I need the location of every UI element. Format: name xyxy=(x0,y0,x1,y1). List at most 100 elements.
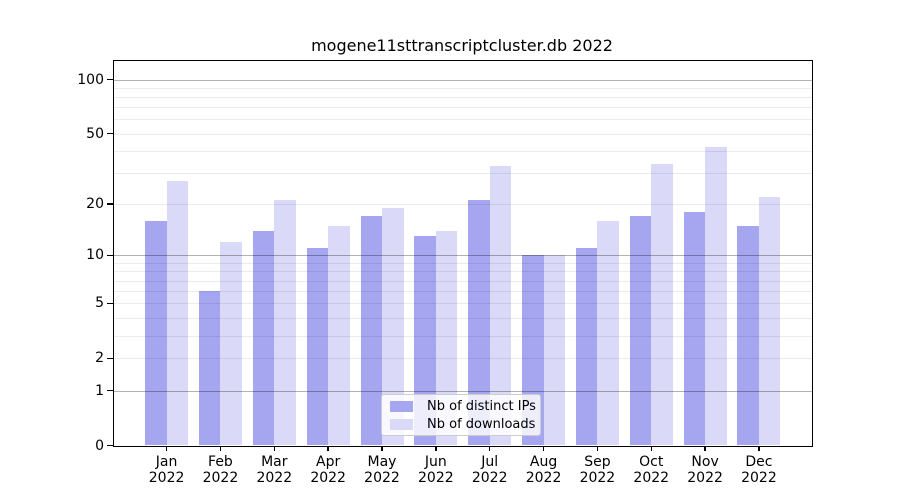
bar-downloads xyxy=(543,255,566,446)
x-axis-label: Nov 2022 xyxy=(675,454,735,487)
x-axis-label: Jun 2022 xyxy=(406,454,466,487)
y-axis-tick-label: 2 xyxy=(95,350,104,367)
bar-downloads xyxy=(328,225,350,446)
bar-distinct-ips xyxy=(145,220,167,446)
y-axis-tick-label: 20 xyxy=(86,196,104,213)
x-axis-label: Jan 2022 xyxy=(137,454,197,487)
x-axis-tick-mark xyxy=(165,445,168,451)
y-axis-tick-label: 1 xyxy=(95,382,104,399)
x-axis-label-month: Dec xyxy=(745,453,773,470)
y-axis-tick-label: 100 xyxy=(77,71,104,88)
gridline-minor xyxy=(114,173,812,175)
legend-item: Nb of distinct IPs xyxy=(386,399,536,414)
gridline-minor xyxy=(114,107,812,109)
x-axis-tick-mark xyxy=(381,445,383,451)
y-axis-tick-mark xyxy=(107,357,114,360)
bar-distinct-ips xyxy=(252,230,275,446)
gridline-minor xyxy=(114,133,812,135)
bar-downloads xyxy=(274,200,296,446)
y-axis-tick-mark xyxy=(107,203,114,205)
gridline-minor xyxy=(114,119,812,121)
bar-downloads xyxy=(705,147,727,446)
x-axis-label-month: Jul xyxy=(481,453,499,470)
bar-distinct-ips xyxy=(198,291,221,446)
gridline-minor xyxy=(114,262,812,264)
legend-item: Nb of downloads xyxy=(386,417,536,432)
gridline-minor xyxy=(114,335,812,337)
x-axis-label-year: 2022 xyxy=(633,470,670,486)
bar-distinct-ips xyxy=(360,216,382,446)
x-axis-tick-mark xyxy=(489,445,491,451)
bar-downloads xyxy=(597,220,619,446)
gridline-minor xyxy=(114,271,812,273)
bar-downloads xyxy=(166,181,189,446)
bar-downloads xyxy=(758,196,781,446)
y-axis-tick-mark xyxy=(107,389,114,392)
x-axis-label: Jul 2022 xyxy=(460,454,520,487)
gridline-minor xyxy=(114,280,812,282)
gridline-minor xyxy=(114,87,812,89)
x-axis-label-month: Aug xyxy=(529,453,558,470)
gridline-minor xyxy=(114,317,812,319)
x-axis-label-month: Apr xyxy=(316,453,341,470)
x-axis-label-year: 2022 xyxy=(148,470,185,486)
bar-distinct-ips xyxy=(468,200,490,446)
gridline-major xyxy=(114,79,812,81)
bar-distinct-ips xyxy=(683,211,706,446)
x-axis-label: Mar 2022 xyxy=(244,454,304,487)
x-axis-label-year: 2022 xyxy=(364,470,400,486)
x-axis-label-month: Mar xyxy=(261,453,288,470)
x-axis-label-month: Oct xyxy=(639,453,664,470)
x-axis-label-year: 2022 xyxy=(202,470,239,486)
bar-downloads xyxy=(382,207,404,446)
x-axis-label: Oct 2022 xyxy=(621,454,681,487)
x-axis-label: Apr 2022 xyxy=(298,454,358,487)
x-axis-tick-mark xyxy=(542,445,545,451)
y-axis-tick-label: 5 xyxy=(95,295,104,312)
legend-item-label: Nb of distinct IPs xyxy=(427,398,536,414)
bar-downloads xyxy=(651,163,673,446)
bar-distinct-ips xyxy=(575,248,598,446)
gridline-major xyxy=(114,390,812,392)
gridline-minor xyxy=(114,151,812,152)
gridline-minor xyxy=(114,358,812,360)
y-axis-tick-label: 0 xyxy=(95,437,104,454)
x-axis-tick-mark xyxy=(273,445,275,451)
legend-item-label: Nb of downloads xyxy=(427,416,536,432)
y-axis-tick-label: 10 xyxy=(86,247,104,264)
plot-area: 100 50 20 10 5 2 1 0 Jan 2022 Feb 2022 Mar 2022 Apr 202… xyxy=(77,60,813,486)
gridline-major xyxy=(114,255,812,257)
bar-distinct-ips xyxy=(306,248,329,446)
x-axis-label-month: Sep xyxy=(584,453,611,470)
bar-downloads xyxy=(435,230,458,446)
gridline-minor xyxy=(114,204,812,206)
x-axis-label: Sep 2022 xyxy=(567,454,627,487)
x-axis-label-year: 2022 xyxy=(471,470,508,486)
y-axis-tick-mark xyxy=(107,254,114,257)
bar-distinct-ips xyxy=(737,225,759,446)
bar-distinct-ips xyxy=(414,236,436,446)
legend-swatch xyxy=(390,418,413,430)
x-axis-label: Feb 2022 xyxy=(190,454,250,487)
bar-downloads xyxy=(489,165,512,446)
x-axis-label-year: 2022 xyxy=(418,470,454,486)
x-axis-tick-mark xyxy=(758,445,760,451)
x-axis-label-month: Feb xyxy=(208,453,233,470)
gridline-minor xyxy=(114,291,812,293)
x-axis-tick-mark xyxy=(435,445,437,451)
y-axis-tick-mark xyxy=(107,132,114,135)
x-axis-tick-mark xyxy=(704,445,706,451)
y-axis-tick-mark xyxy=(107,302,114,305)
y-axis-tick-mark xyxy=(107,444,114,447)
x-axis-label-year: 2022 xyxy=(525,470,562,486)
x-axis-label: Aug 2022 xyxy=(514,454,574,487)
chart-title: mogene11sttranscriptcluster.db 2022 xyxy=(311,36,613,55)
y-axis-tick-label: 50 xyxy=(86,125,104,142)
x-axis-tick-mark xyxy=(596,445,599,451)
x-axis-label-year: 2022 xyxy=(687,470,723,486)
x-axis-tick-mark xyxy=(650,445,652,451)
y-axis-tick-mark xyxy=(107,78,114,81)
x-axis-tick-mark xyxy=(219,445,222,451)
bar-distinct-ips xyxy=(629,216,652,446)
